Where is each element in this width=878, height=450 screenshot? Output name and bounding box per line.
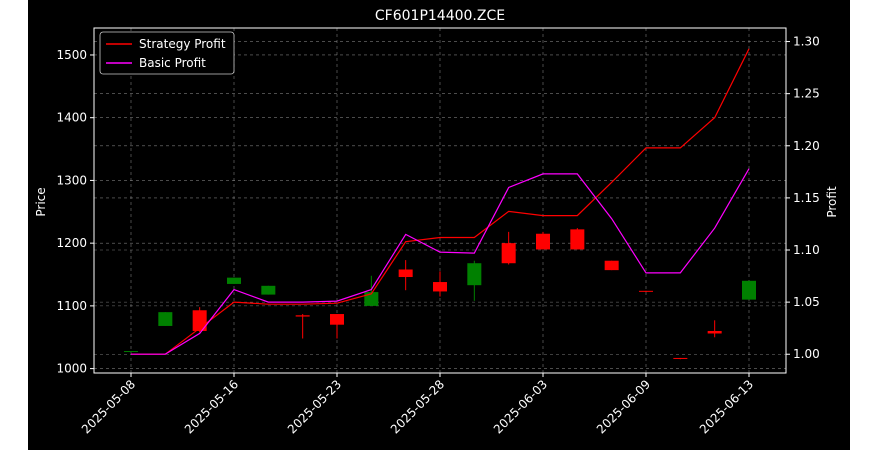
- axes: 1000 1100 1200 1300 1400 1500 1.00 1.05 1.10 1.15…: [56, 27, 820, 436]
- y-tick-label-right: 1.10: [793, 243, 820, 257]
- candle: [433, 271, 447, 297]
- candle: [398, 260, 413, 291]
- x-tick-label: 2025-05-16: [182, 377, 241, 436]
- candle-body: [330, 314, 344, 325]
- profit-lines: [131, 48, 750, 355]
- legend-basic-label: Basic Profit: [139, 56, 206, 70]
- candle: [501, 231, 516, 265]
- candle: [330, 314, 344, 339]
- candle: [639, 290, 653, 293]
- legend-box: [99, 31, 235, 75]
- candle-body: [742, 280, 756, 300]
- y-tick-label-right: 1.25: [793, 87, 820, 101]
- candle-body: [295, 315, 310, 317]
- candle: [604, 260, 619, 271]
- x-tick-label: 2025-06-03: [491, 377, 550, 436]
- candle: [673, 357, 688, 360]
- grid: [94, 28, 786, 373]
- candle-body: [433, 282, 447, 292]
- y-axis-label-left: Price: [34, 187, 48, 216]
- candle: [364, 275, 379, 306]
- candle-body: [707, 330, 722, 334]
- candle-body: [227, 277, 241, 284]
- candle-body: [158, 312, 173, 326]
- y-axis-label-right: Profit: [825, 186, 839, 218]
- candle: [570, 228, 585, 250]
- x-tick-label: 2025-06-09: [594, 377, 653, 436]
- candle: [467, 260, 482, 301]
- candle-body: [124, 351, 138, 353]
- candle: [227, 277, 241, 284]
- candle-body: [364, 292, 379, 306]
- candlestick-chart: 1000 1100 1200 1300 1400 1500 1.00 1.05 1.10 1.15…: [34, 8, 839, 436]
- candle-body: [604, 260, 619, 271]
- y-tick-label-left: 1300: [56, 173, 87, 187]
- y-tick-label-left: 1200: [56, 236, 87, 250]
- candle: [707, 320, 722, 338]
- x-tick-label: 2025-05-23: [285, 377, 344, 436]
- y-tick-label-right: 1.15: [793, 191, 820, 205]
- candle: [742, 280, 756, 300]
- plot-frame: [93, 27, 787, 374]
- candle-body: [570, 229, 585, 250]
- chart-figure: 1000 1100 1200 1300 1400 1500 1.00 1.05 1.10 1.15…: [28, 0, 850, 450]
- candle: [536, 231, 550, 250]
- candle: [158, 312, 173, 326]
- candle: [295, 314, 310, 339]
- series-line-strategy: [131, 48, 750, 355]
- y-tick-label-left: 1000: [56, 362, 87, 376]
- y-tick-label-left: 1100: [56, 299, 87, 313]
- candle-body: [501, 243, 516, 264]
- candle-body: [398, 269, 413, 278]
- chart-title: CF601P14400.ZCE: [375, 8, 505, 24]
- candle-body: [673, 357, 688, 359]
- candle-body: [536, 233, 550, 250]
- x-tick-label: 2025-06-13: [697, 377, 756, 436]
- x-tick-label: 2025-05-08: [79, 377, 138, 436]
- legend-strategy-label: Strategy Profit: [139, 37, 226, 51]
- y-tick-label-right: 1.00: [793, 347, 820, 361]
- candle: [261, 285, 276, 295]
- series-line-basic: [131, 168, 750, 355]
- candle-body: [639, 290, 653, 292]
- x-tick-label: 2025-05-28: [388, 377, 447, 436]
- y-tick-label-left: 1500: [56, 48, 87, 62]
- candles: [124, 228, 756, 360]
- legend: Strategy Profit Basic Profit: [99, 31, 235, 75]
- y-tick-label-right: 1.20: [793, 139, 820, 153]
- y-tick-label-right: 1.05: [793, 295, 820, 309]
- candle-body: [467, 263, 482, 286]
- candle-body: [261, 285, 276, 295]
- y-tick-label-right: 1.30: [793, 35, 820, 49]
- y-tick-label-left: 1400: [56, 111, 87, 125]
- candle: [124, 351, 138, 353]
